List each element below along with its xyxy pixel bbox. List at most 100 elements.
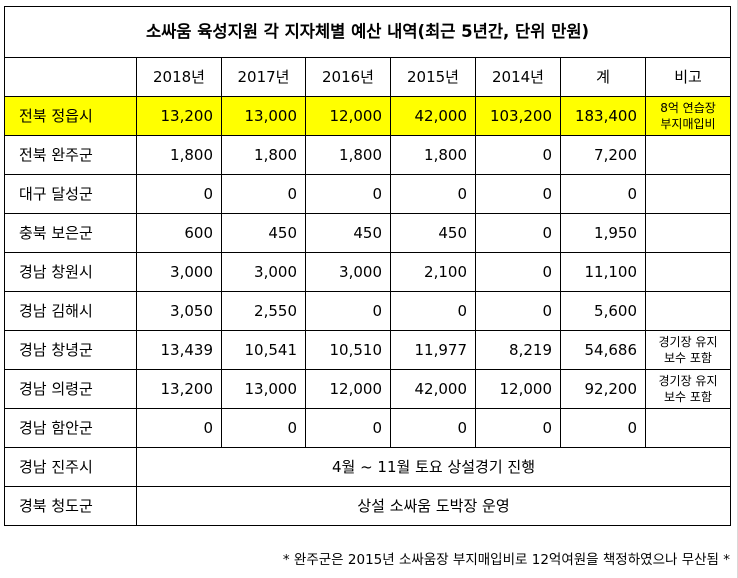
value-cell: 10,541 <box>221 330 306 370</box>
value-cell: 2,550 <box>221 291 306 331</box>
table-row: 경남 의령군 13,200 13,000 12,000 42,000 12,000 92,2… <box>4 369 731 409</box>
note-cell <box>645 174 731 214</box>
value-cell: 1,800 <box>390 135 476 175</box>
value-cell: 10,510 <box>305 330 391 370</box>
header-cell: 2017년 <box>221 57 306 97</box>
note-line: 경기장 유지 <box>658 373 718 388</box>
note-cell <box>645 135 731 175</box>
table-row: 전북 완주군 1,800 1,800 1,800 1,800 0 7,200 <box>4 135 731 175</box>
value-cell: 13,200 <box>136 96 222 136</box>
value-cell: 12,000 <box>305 96 391 136</box>
region-name-cell: 경남 창원시 <box>4 252 137 292</box>
value-cell: 0 <box>221 174 306 214</box>
note-line: 8억 연습장 <box>660 100 716 115</box>
value-cell: 0 <box>305 408 391 448</box>
value-cell: 12,000 <box>475 369 561 409</box>
region-name-cell: 경남 함안군 <box>4 408 137 448</box>
note-line: 부지매입비 <box>660 117 716 131</box>
value-cell: 92,200 <box>560 369 646 409</box>
value-cell: 0 <box>136 174 222 214</box>
header-cell <box>4 57 137 97</box>
region-name-cell: 경북 청도군 <box>4 486 137 526</box>
region-name-cell: 경남 의령군 <box>4 369 137 409</box>
table-row: 경남 진주시 4월 ~ 11월 토요 상설경기 진행 <box>4 447 731 487</box>
value-cell: 183,400 <box>560 96 646 136</box>
value-cell: 1,800 <box>221 135 306 175</box>
value-cell: 0 <box>475 135 561 175</box>
value-cell: 3,050 <box>136 291 222 331</box>
value-cell: 11,977 <box>390 330 476 370</box>
value-cell: 103,200 <box>475 96 561 136</box>
value-cell: 450 <box>305 213 391 253</box>
value-cell: 0 <box>560 408 646 448</box>
note-cell <box>645 291 731 331</box>
value-cell: 42,000 <box>390 369 476 409</box>
region-name-cell: 경남 진주시 <box>4 447 137 487</box>
value-cell: 3,000 <box>221 252 306 292</box>
value-cell: 13,200 <box>136 369 222 409</box>
value-cell: 1,800 <box>136 135 222 175</box>
value-cell: 0 <box>475 252 561 292</box>
value-cell: 11,100 <box>560 252 646 292</box>
value-cell: 12,000 <box>305 369 391 409</box>
value-cell: 0 <box>221 408 306 448</box>
value-cell: 13,000 <box>221 96 306 136</box>
header-cell: 2016년 <box>305 57 391 97</box>
value-cell: 8,219 <box>475 330 561 370</box>
value-cell: 0 <box>560 174 646 214</box>
note-cell <box>645 252 731 292</box>
value-cell: 0 <box>305 291 391 331</box>
value-cell: 1,800 <box>305 135 391 175</box>
value-cell: 42,000 <box>390 96 476 136</box>
value-cell: 0 <box>136 408 222 448</box>
region-name-cell: 충북 보은군 <box>4 213 137 253</box>
value-cell: 2,100 <box>390 252 476 292</box>
table-title: 소싸움 육성지원 각 지자체별 예산 내역(최근 5년간, 단위 만원) <box>4 6 731 58</box>
value-cell: 13,000 <box>221 369 306 409</box>
merged-description-cell: 4월 ~ 11월 토요 상설경기 진행 <box>136 447 731 487</box>
value-cell: 1,950 <box>560 213 646 253</box>
value-cell: 0 <box>390 408 476 448</box>
value-cell: 450 <box>221 213 306 253</box>
value-cell: 13,439 <box>136 330 222 370</box>
table-row: 경남 함안군 0 0 0 0 0 0 <box>4 408 731 448</box>
table-row: 경북 청도군 상설 소싸움 도박장 운영 <box>4 486 731 526</box>
table-row: 경남 창녕군 13,439 10,541 10,510 11,977 8,219 54,68… <box>4 330 731 370</box>
note-cell <box>645 408 731 448</box>
note-line: 경기장 유지 <box>658 334 718 349</box>
value-cell: 0 <box>475 213 561 253</box>
value-cell: 0 <box>475 291 561 331</box>
value-cell: 5,600 <box>560 291 646 331</box>
table-row: 전북 정읍시 13,200 13,000 12,000 42,000 103,200 183… <box>4 96 731 136</box>
table-row: 경남 김해시 3,050 2,550 0 0 0 5,600 <box>4 291 731 331</box>
budget-table: 소싸움 육성지원 각 지자체별 예산 내역(최근 5년간, 단위 만원) 201… <box>4 6 731 526</box>
region-name-cell: 전북 정읍시 <box>4 96 137 136</box>
note-line: 보수 포함 <box>664 390 712 404</box>
value-cell: 450 <box>390 213 476 253</box>
header-cell: 2014년 <box>475 57 561 97</box>
header-row: 2018년 2017년 2016년 2015년 2014년 계 비고 <box>4 57 731 97</box>
table-row: 대구 달성군 0 0 0 0 0 0 <box>4 174 731 214</box>
region-name-cell: 경남 창녕군 <box>4 330 137 370</box>
value-cell: 3,000 <box>136 252 222 292</box>
value-cell: 0 <box>305 174 391 214</box>
footnote: * 완주군은 2015년 소싸움장 부지매입비로 12억여원을 책정하였으나 무… <box>282 552 730 568</box>
header-cell: 비고 <box>645 57 731 97</box>
note-line: 보수 포함 <box>664 351 712 365</box>
header-cell: 계 <box>560 57 646 97</box>
region-name-cell: 전북 완주군 <box>4 135 137 175</box>
header-cell: 2018년 <box>136 57 222 97</box>
value-cell: 600 <box>136 213 222 253</box>
value-cell: 0 <box>475 174 561 214</box>
value-cell: 54,686 <box>560 330 646 370</box>
value-cell: 0 <box>390 174 476 214</box>
value-cell: 7,200 <box>560 135 646 175</box>
region-name-cell: 경남 김해시 <box>4 291 137 331</box>
header-cell: 2015년 <box>390 57 476 97</box>
region-name-cell: 대구 달성군 <box>4 174 137 214</box>
note-cell <box>645 213 731 253</box>
value-cell: 0 <box>390 291 476 331</box>
